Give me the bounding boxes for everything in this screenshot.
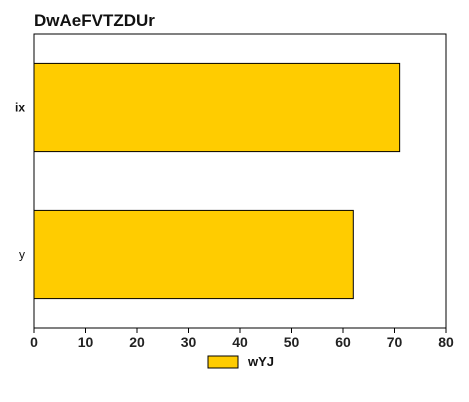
- legend: wYJ: [207, 354, 274, 369]
- plot-area: ix y 0 10 20 30 40 50 60 70 80: [15, 33, 454, 350]
- y-axis: ix y: [15, 101, 25, 262]
- x-tick-label-40: 40: [232, 334, 248, 350]
- y-tick-label-ix: ix: [15, 101, 25, 115]
- bars: [33, 62, 401, 300]
- x-tick-label-10: 10: [78, 334, 94, 350]
- x-tick-label-80: 80: [438, 334, 454, 350]
- x-tick-label-30: 30: [181, 334, 197, 350]
- chart-title: DwAeFVTZDUr: [34, 11, 155, 30]
- bar-y: [33, 209, 354, 300]
- bar-ix: [33, 62, 401, 153]
- x-tick-label-0: 0: [30, 334, 38, 350]
- x-tick-label-70: 70: [387, 334, 403, 350]
- y-tick-label-y: y: [19, 248, 25, 262]
- x-tick-label-60: 60: [335, 334, 351, 350]
- x-axis: 0 10 20 30 40 50 60 70 80: [30, 328, 454, 350]
- x-tick-label-50: 50: [284, 334, 300, 350]
- x-tick-label-20: 20: [129, 334, 145, 350]
- legend-label: wYJ: [247, 354, 274, 369]
- legend-swatch: [207, 355, 239, 369]
